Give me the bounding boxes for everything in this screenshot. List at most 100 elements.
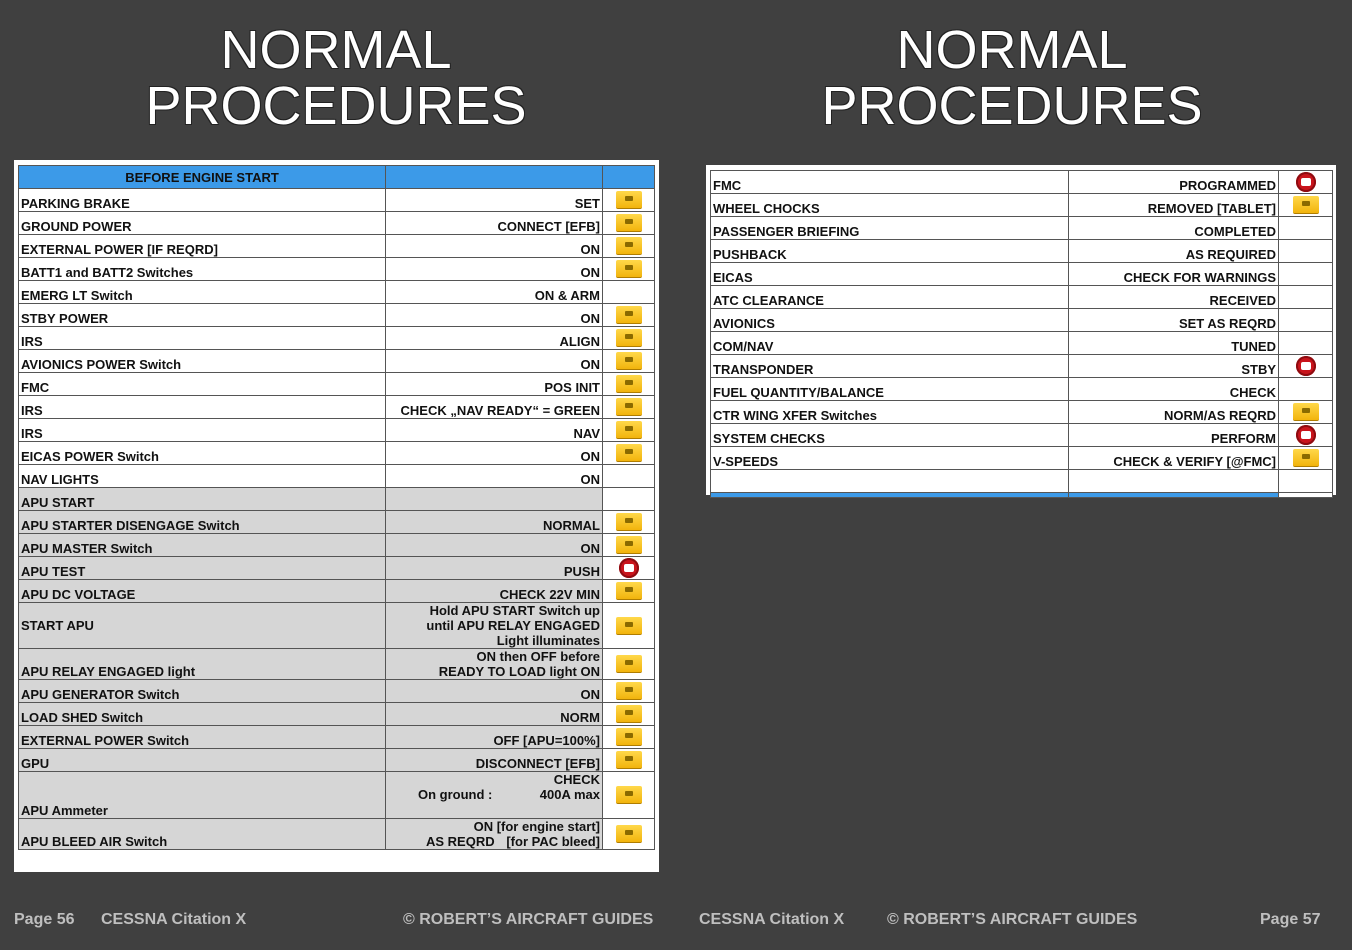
table-row: APU GENERATOR Switch ON bbox=[18, 679, 655, 703]
item-label: IRS bbox=[18, 326, 386, 350]
action-value: SET AS REQRD bbox=[1068, 308, 1279, 332]
action-value: PERFORM bbox=[1068, 423, 1279, 447]
item-label: LOAD SHED Switch bbox=[18, 702, 386, 726]
action-value: ON bbox=[385, 679, 603, 703]
action-value: ON bbox=[385, 234, 603, 258]
photo-icon[interactable] bbox=[615, 444, 642, 462]
video-play-icon[interactable] bbox=[1295, 425, 1316, 445]
action-value: CHECK FOR WARNINGS bbox=[1068, 262, 1279, 286]
photo-icon[interactable] bbox=[615, 616, 642, 635]
action-value: TUNED bbox=[1068, 331, 1279, 355]
item-label: BATT1 and BATT2 Switches bbox=[18, 257, 386, 281]
photo-icon[interactable] bbox=[615, 705, 642, 723]
photo-icon[interactable] bbox=[615, 536, 642, 554]
table-row bbox=[710, 469, 1333, 493]
table-row: IRS NAV bbox=[18, 418, 655, 442]
photo-icon[interactable] bbox=[615, 513, 642, 531]
photo-icon[interactable] bbox=[615, 352, 642, 370]
apu-start-header-row: APU START bbox=[18, 487, 655, 511]
item-label: FUEL QUANTITY/BALANCE bbox=[710, 377, 1069, 401]
table-row: EICAS POWER Switch ON bbox=[18, 441, 655, 465]
table-row: WHEEL CHOCKS REMOVED [TABLET] bbox=[710, 193, 1333, 217]
photo-icon[interactable] bbox=[615, 214, 642, 232]
table-row: FUEL QUANTITY/BALANCE CHECK bbox=[710, 377, 1333, 401]
photo-icon[interactable] bbox=[615, 786, 642, 804]
table-row: SYSTEM CHECKS PERFORM bbox=[710, 423, 1333, 447]
action-value: CHECK „NAV READY“ = GREEN bbox=[385, 395, 603, 419]
table-row: GPU DISCONNECT [EFB] bbox=[18, 748, 655, 772]
table-row: APU STARTER DISENGAGE Switch NORMAL bbox=[18, 510, 655, 534]
video-play-icon[interactable] bbox=[618, 558, 639, 578]
photo-icon[interactable] bbox=[615, 582, 642, 600]
photo-icon[interactable] bbox=[615, 237, 642, 255]
photo-icon[interactable] bbox=[1292, 449, 1319, 467]
table-row: NAV LIGHTS ON bbox=[18, 464, 655, 488]
action-value: CHECK 22V MIN bbox=[385, 579, 603, 603]
photo-icon[interactable] bbox=[615, 329, 642, 347]
action-value: DISCONNECT [EFB] bbox=[385, 748, 603, 772]
section-header: BEFORE ENGINE START bbox=[18, 165, 386, 189]
table-row: GROUND POWER CONNECT [EFB] bbox=[18, 211, 655, 235]
left-copyright: © ROBERT’S AIRCRAFT GUIDES bbox=[403, 911, 654, 928]
action-value: CONNECT [EFB] bbox=[385, 211, 603, 235]
action-value: COMPLETED bbox=[1068, 216, 1279, 240]
photo-icon[interactable] bbox=[615, 306, 642, 324]
photo-icon[interactable] bbox=[615, 682, 642, 700]
item-label: APU MASTER Switch bbox=[18, 533, 386, 557]
item-label: EICAS bbox=[710, 262, 1069, 286]
photo-icon[interactable] bbox=[615, 398, 642, 416]
table-row: APU DC VOLTAGE CHECK 22V MIN bbox=[18, 579, 655, 603]
item-label: PUSHBACK bbox=[710, 239, 1069, 263]
photo-icon[interactable] bbox=[615, 191, 642, 209]
table-row: APU RELAY ENGAGED light ON then OFF befo… bbox=[18, 648, 655, 680]
table-row: PARKING BRAKE SET bbox=[18, 188, 655, 212]
photo-icon[interactable] bbox=[615, 825, 642, 843]
action-value: REMOVED [TABLET] bbox=[1068, 193, 1279, 217]
action-value: NAV bbox=[385, 418, 603, 442]
photo-icon[interactable] bbox=[615, 260, 642, 278]
item-label: APU RELAY ENGAGED light bbox=[18, 648, 386, 680]
right-page-title: NORMAL PROCEDURES bbox=[690, 22, 1334, 134]
video-play-icon[interactable] bbox=[1295, 356, 1316, 376]
section-header-row: BEFORE ENGINE START bbox=[18, 165, 655, 189]
action-value: ON bbox=[385, 303, 603, 327]
photo-icon[interactable] bbox=[615, 655, 642, 673]
item-label: APU STARTER DISENGAGE Switch bbox=[18, 510, 386, 534]
action-value: ALIGN bbox=[385, 326, 603, 350]
table-row: PASSENGER BRIEFING COMPLETED bbox=[710, 216, 1333, 240]
action-value: OFF [APU=100%] bbox=[385, 725, 603, 749]
action-value: ON bbox=[385, 464, 603, 488]
item-label: ATC CLEARANCE bbox=[710, 285, 1069, 309]
table-row: STBY POWER ON bbox=[18, 303, 655, 327]
action-value: ON bbox=[385, 257, 603, 281]
before-engine-start-continued-table: FMC PROGRAMMED WHEEL CHOCKS REMOVED [TABLET… bbox=[710, 170, 1333, 498]
photo-icon[interactable] bbox=[1292, 403, 1319, 421]
item-label: APU DC VOLTAGE bbox=[18, 579, 386, 603]
action-value: POS INIT bbox=[385, 372, 603, 396]
photo-icon[interactable] bbox=[615, 421, 642, 439]
photo-icon[interactable] bbox=[1292, 196, 1319, 214]
item-label: IRS bbox=[18, 418, 386, 442]
photo-icon[interactable] bbox=[615, 375, 642, 393]
item-label: FMC bbox=[710, 170, 1069, 194]
right-copyright: © ROBERT’S AIRCRAFT GUIDES bbox=[887, 911, 1138, 928]
action-value: RECEIVED bbox=[1068, 285, 1279, 309]
table-row: EXTERNAL POWER Switch OFF [APU=100%] bbox=[18, 725, 655, 749]
video-play-icon[interactable] bbox=[1295, 172, 1316, 192]
table-row: APU TEST PUSH bbox=[18, 556, 655, 580]
item-label: AVIONICS bbox=[710, 308, 1069, 332]
left-checklist-sheet: BEFORE ENGINE START PARKING BRAKE SET GROU… bbox=[14, 160, 659, 872]
right-checklist-sheet: FMC PROGRAMMED WHEEL CHOCKS REMOVED [TABLET… bbox=[706, 165, 1336, 498]
item-label: NAV LIGHTS bbox=[18, 464, 386, 488]
table-row: LOAD SHED Switch NORM bbox=[18, 702, 655, 726]
photo-icon[interactable] bbox=[615, 751, 642, 769]
action-value: NORM/AS REQRD bbox=[1068, 400, 1279, 424]
photo-icon[interactable] bbox=[615, 728, 642, 746]
action-value: CHECK bbox=[1068, 377, 1279, 401]
table-row: IRS CHECK „NAV READY“ = GREEN bbox=[18, 395, 655, 419]
action-value: NORM bbox=[385, 702, 603, 726]
table-row: TRANSPONDER STBY bbox=[710, 354, 1333, 378]
table-row: IRS ALIGN bbox=[18, 326, 655, 350]
table-row: ATC CLEARANCE RECEIVED bbox=[710, 285, 1333, 309]
table-row: FMC PROGRAMMED bbox=[710, 170, 1333, 194]
